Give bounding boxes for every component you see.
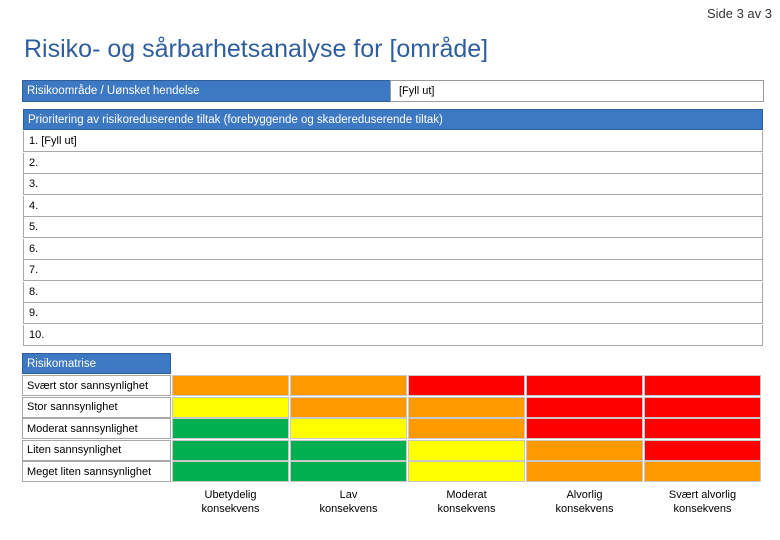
consequence-label: Alvorlig konsekvens bbox=[526, 488, 643, 516]
measure-row[interactable]: 8. bbox=[23, 281, 763, 303]
risk-cell-yellow bbox=[290, 418, 407, 440]
risk-cell-green bbox=[290, 461, 407, 483]
risk-cell-orange bbox=[408, 396, 525, 418]
measure-row[interactable]: 4. bbox=[23, 195, 763, 217]
consequence-label: Lav konsekvens bbox=[290, 488, 407, 516]
risk-cell-orange bbox=[290, 375, 407, 396]
event-value-field[interactable]: [Fyll ut] bbox=[390, 80, 764, 102]
measures-header: Prioritering av risikoreduserende tiltak… bbox=[23, 109, 763, 130]
risk-cell-orange bbox=[526, 439, 643, 461]
page-number: Side 3 av 3 bbox=[706, 6, 772, 21]
consequence-label: Ubetydelig konsekvens bbox=[172, 488, 289, 516]
risk-cell-red bbox=[644, 396, 761, 418]
risk-cell-green bbox=[172, 439, 289, 461]
risk-cell-green bbox=[290, 439, 407, 461]
consequence-label-line: Svært alvorlig bbox=[668, 489, 737, 501]
measure-row[interactable]: 2. bbox=[23, 152, 763, 174]
consequence-label: Moderat konsekvens bbox=[408, 488, 525, 516]
risk-cell-yellow bbox=[172, 396, 289, 418]
measure-row[interactable]: 10. bbox=[23, 324, 763, 346]
measure-row[interactable]: 1. [Fyll ut] bbox=[23, 131, 763, 152]
consequence-label-line: Moderat bbox=[446, 489, 487, 501]
consequence-label: Svært alvorlig konsekvens bbox=[644, 488, 761, 516]
risk-cell-red bbox=[644, 418, 761, 440]
risk-cell-green bbox=[172, 461, 289, 483]
risk-cell-yellow bbox=[408, 461, 525, 483]
risk-cell-red bbox=[526, 396, 643, 418]
measure-row[interactable]: 7. bbox=[23, 260, 763, 281]
consequence-label-line: konsekvens bbox=[673, 503, 732, 515]
risk-cell-red bbox=[644, 439, 761, 461]
probability-label: Liten sannsynlighet bbox=[22, 439, 171, 461]
risk-cell-orange bbox=[526, 461, 643, 483]
measure-row[interactable]: 3. bbox=[23, 174, 763, 195]
risk-cell-yellow bbox=[408, 439, 525, 461]
consequence-label-line: Alvorlig bbox=[566, 489, 603, 501]
consequence-label-line: Ubetydelig bbox=[204, 489, 257, 501]
risk-cell-red bbox=[644, 375, 761, 396]
risk-cell-orange bbox=[644, 461, 761, 483]
consequence-label-line: Lav bbox=[339, 489, 358, 501]
probability-label: Moderat sannsynlighet bbox=[22, 418, 171, 440]
risk-cell-red bbox=[526, 375, 643, 396]
risk-cell-red bbox=[526, 418, 643, 440]
risk-matrix-header: Risikomatrise bbox=[22, 353, 171, 374]
measure-row[interactable]: 6. bbox=[23, 238, 763, 260]
risk-cell-orange bbox=[172, 375, 289, 396]
measure-row[interactable]: 9. bbox=[23, 303, 763, 324]
measure-row[interactable]: 5. bbox=[23, 217, 763, 238]
risk-cell-orange bbox=[408, 418, 525, 440]
risk-cell-green bbox=[172, 418, 289, 440]
page-title: Risiko- og sårbarhetsanalyse for [område… bbox=[24, 35, 489, 63]
consequence-label-line: konsekvens bbox=[201, 503, 260, 515]
probability-label: Svært stor sannsynlighet bbox=[22, 375, 171, 396]
probability-label: Stor sannsynlighet bbox=[22, 396, 171, 418]
risk-cell-red bbox=[408, 375, 525, 396]
consequence-label-line: konsekvens bbox=[555, 503, 614, 515]
risk-cell-orange bbox=[290, 396, 407, 418]
event-label-header: Risikoområde / Uønsket hendelse bbox=[22, 80, 391, 102]
probability-label: Meget liten sannsynlighet bbox=[22, 461, 171, 483]
consequence-label-line: konsekvens bbox=[437, 503, 496, 515]
consequence-label-line: konsekvens bbox=[319, 503, 378, 515]
